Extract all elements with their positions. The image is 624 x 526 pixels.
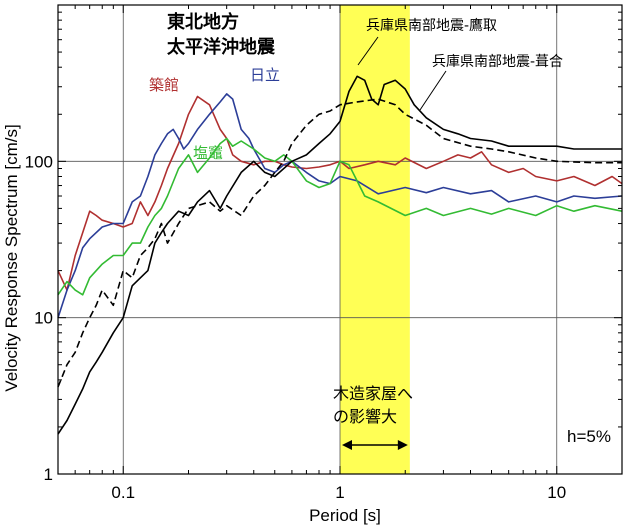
x-tick-label: 1 bbox=[335, 483, 344, 502]
period-range-arrow bbox=[342, 440, 408, 450]
highlight-band bbox=[340, 5, 410, 474]
leader-fukiai bbox=[419, 70, 447, 111]
x-tick-label: 0.1 bbox=[111, 483, 135, 502]
tick-labels: 0.1 1 10 1 10 100 bbox=[25, 152, 567, 502]
y-tick-label: 1 bbox=[44, 465, 53, 484]
label-fukiai: 兵庫県南部地震-葺合 bbox=[432, 53, 563, 70]
series-lines bbox=[57, 75, 623, 435]
arrow-head-left bbox=[342, 440, 352, 450]
x-axis-title: Period [s] bbox=[309, 506, 381, 525]
series-line bbox=[57, 137, 623, 296]
leader-takatori bbox=[357, 36, 379, 66]
label-tsukidate: 築館 bbox=[149, 76, 179, 94]
series-line bbox=[57, 75, 622, 435]
y-axis-title: Velocity Response Spectrum [cm/s] bbox=[2, 124, 21, 391]
label-shiogama: 塩竈 bbox=[193, 144, 223, 162]
highlight-label-2: の影響大 bbox=[333, 407, 397, 426]
series-line bbox=[57, 93, 623, 318]
arrow-head-right bbox=[397, 440, 408, 450]
label-hitachi: 日立 bbox=[250, 66, 280, 84]
title-line-2: 太平洋沖地震 bbox=[167, 36, 276, 58]
y-tick-label: 10 bbox=[34, 309, 53, 328]
highlight-label-1: 木造家屋へ bbox=[333, 384, 413, 403]
damping-label: h=5% bbox=[567, 427, 611, 446]
x-tick-label: 10 bbox=[547, 483, 566, 502]
tick-marks bbox=[57, 5, 623, 475]
label-takatori: 兵庫県南部地震-鷹取 bbox=[366, 17, 497, 34]
y-tick-label: 100 bbox=[25, 152, 53, 171]
title-line-1: 東北地方 bbox=[167, 11, 239, 33]
